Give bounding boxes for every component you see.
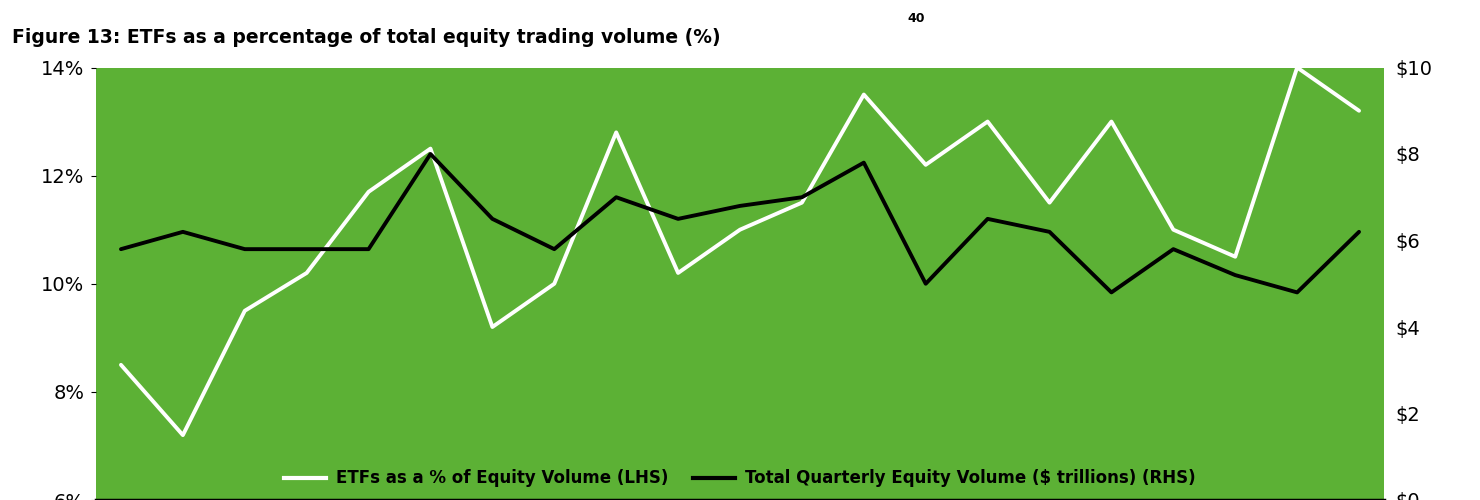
Legend: ETFs as a % of Equity Volume (LHS), Total Quarterly Equity Volume ($ trillions) : ETFs as a % of Equity Volume (LHS), Tota… — [284, 470, 1196, 488]
Text: 40: 40 — [907, 12, 925, 26]
Text: Figure 13: ETFs as a percentage of total equity trading volume (%): Figure 13: ETFs as a percentage of total… — [12, 28, 721, 46]
